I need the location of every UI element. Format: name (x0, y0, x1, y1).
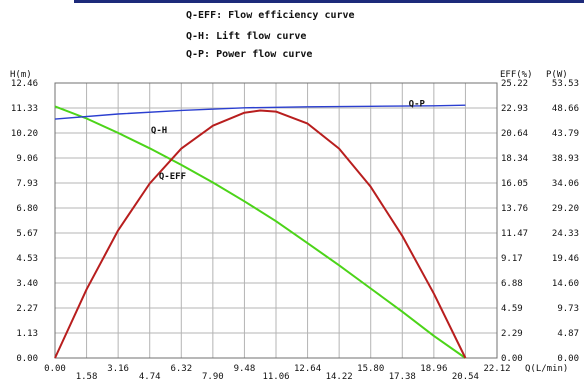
y-power-tick-label: 29.20 (552, 204, 579, 214)
x-tick-label: 18.96 (420, 364, 447, 374)
x-tick-label: 1.58 (76, 372, 98, 380)
y-power-tick-label: 14.60 (552, 279, 579, 289)
series-line-q-eff (54, 109, 467, 359)
y-eff-axis-label: EFF(%) (500, 70, 533, 80)
y-left-tick-label: 2.27 (16, 304, 38, 314)
plot-border (54, 82, 498, 359)
series-line-q-h (54, 105, 466, 359)
y-power-tick-label: 34.06 (552, 179, 579, 189)
y-left-tick-label: 12.46 (11, 79, 38, 89)
y-left-tick-label: 4.53 (16, 254, 38, 264)
x-tick-label: 4.74 (139, 372, 161, 380)
y-eff-tick-label: 4.59 (501, 304, 523, 314)
y-left-tick-label: 6.80 (16, 204, 38, 214)
y-left-tick-label: 5.67 (16, 229, 38, 239)
y-left-tick-label: 9.06 (16, 154, 38, 164)
y-power-tick-label: 19.46 (552, 254, 579, 264)
labels: Q-EFF: Flow efficiency curve Q-H: Lift fl… (10, 9, 579, 380)
y-power-axis-label: P(W) (546, 70, 568, 80)
y-eff-tick-label: 16.05 (501, 179, 528, 189)
x-tick-label: 9.48 (234, 364, 256, 374)
y-power-tick-label: 24.33 (552, 229, 579, 239)
legend-entry: Q-EFF: Flow efficiency curve (186, 9, 355, 21)
y-eff-tick-label: 25.22 (501, 79, 528, 89)
y-power-tick-label: 38.93 (552, 154, 579, 164)
x-tick-label: 11.06 (262, 372, 289, 380)
y-eff-tick-label: 6.88 (501, 279, 523, 289)
x-tick-label: 3.16 (107, 364, 129, 374)
curve-label-q-eff: Q-EFF (159, 172, 186, 182)
x-tick-label: 12.64 (294, 364, 321, 374)
x-tick-label: 22.12 (483, 364, 510, 374)
legend-entry: Q-H: Lift flow curve (186, 30, 306, 42)
y-eff-tick-label: 20.64 (501, 129, 528, 139)
x-tick-label: 14.22 (326, 372, 353, 380)
y-eff-tick-label: 2.29 (501, 329, 523, 339)
x-tick-label: 15.80 (357, 364, 384, 374)
y-left-tick-label: 1.13 (16, 329, 38, 339)
y-eff-tick-label: 18.34 (501, 154, 528, 164)
x-tick-label: 20.54 (452, 372, 479, 380)
y-power-tick-label: 53.53 (552, 79, 579, 89)
series-line-q-p (54, 104, 466, 120)
y-power-tick-label: 9.73 (557, 304, 579, 314)
x-tick-label: 6.32 (170, 364, 192, 374)
y-eff-tick-label: 9.17 (501, 254, 523, 264)
y-power-tick-label: 43.79 (552, 129, 579, 139)
y-eff-tick-label: 0.00 (501, 354, 523, 364)
grid (54, 82, 498, 359)
x-tick-label: 7.90 (202, 372, 224, 380)
curve-label-q-p: Q-P (409, 99, 426, 109)
y-eff-tick-label: 13.76 (501, 204, 528, 214)
x-axis-label: Q(L/min) (525, 364, 568, 374)
y-left-tick-label: 3.40 (16, 279, 38, 289)
y-left-tick-label: 0.00 (16, 354, 38, 364)
curve-label-q-h: Q-H (151, 126, 167, 136)
y-eff-tick-label: 22.93 (501, 104, 528, 114)
top-border-line (74, 0, 584, 3)
y-power-tick-label: 4.87 (557, 329, 579, 339)
y-left-axis-label: H(m) (10, 70, 32, 80)
y-left-tick-label: 7.93 (16, 179, 38, 189)
curves (54, 104, 467, 359)
y-eff-tick-label: 11.47 (501, 229, 528, 239)
x-tick-label: 0.00 (44, 364, 66, 374)
x-tick-label: 17.38 (389, 372, 416, 380)
legend-entry: Q-P: Power flow curve (186, 49, 312, 60)
y-power-tick-label: 48.66 (552, 104, 579, 114)
y-left-tick-label: 10.20 (11, 129, 38, 139)
y-left-tick-label: 11.33 (11, 104, 38, 114)
y-power-tick-label: 0.00 (557, 354, 579, 364)
